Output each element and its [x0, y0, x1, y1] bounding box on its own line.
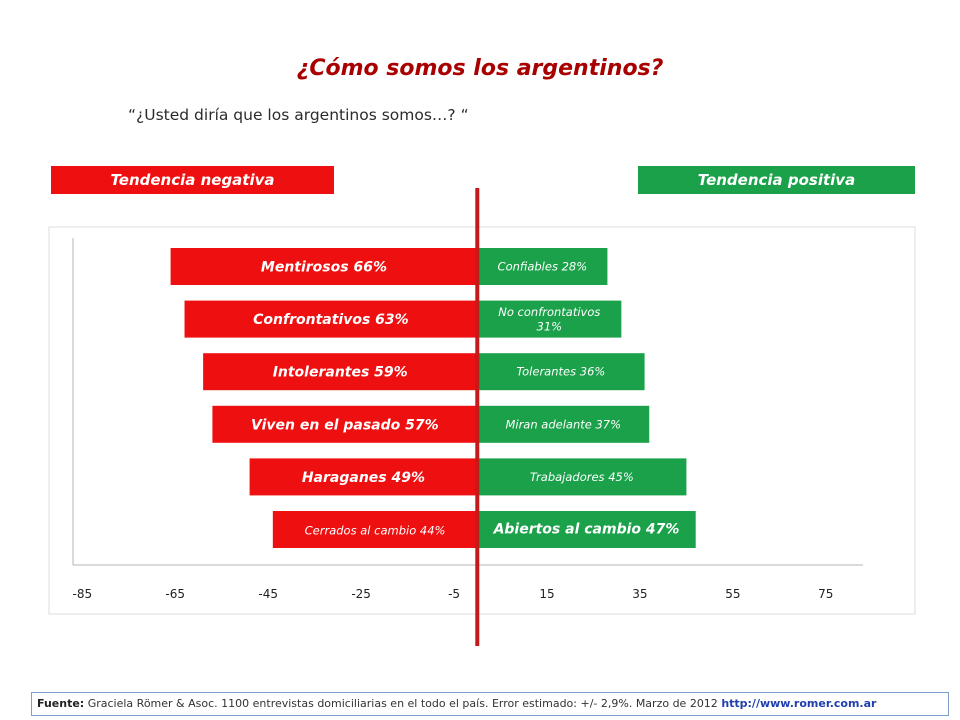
x-tick-label: 55	[725, 587, 740, 601]
negative-bar-label: Haraganes 49%	[302, 470, 425, 486]
footer-url-link[interactable]: http://www.romer.com.ar	[721, 697, 877, 710]
negative-bar-label: Viven en el pasado 57%	[251, 417, 439, 433]
positive-bar	[477, 458, 687, 496]
x-tick-label: -65	[165, 587, 185, 601]
positive-bar	[477, 353, 645, 391]
negative-bar-label: Intolerantes 59%	[273, 365, 408, 381]
positive-bar	[477, 405, 650, 443]
x-tick-label: -85	[72, 587, 92, 601]
x-tick-label: 15	[539, 587, 554, 601]
survey-question: “¿Usted diría que los argentinos somos…?…	[128, 106, 469, 124]
source-footer: Fuente: Graciela Römer & Asoc. 1100 entr…	[31, 692, 949, 716]
positive-bar-label: 31%	[537, 319, 563, 333]
footer-label: Fuente:	[37, 697, 85, 710]
page-title: ¿Cómo somos los argentinos?	[296, 56, 664, 81]
x-tick-label: 75	[818, 587, 833, 601]
x-tick-label: 35	[632, 587, 647, 601]
negative-bar-label: Confrontativos 63%	[253, 312, 409, 328]
positive-tendency-header: Tendencia positiva	[638, 166, 915, 194]
positive-bar	[477, 300, 622, 338]
negative-bar	[212, 405, 478, 443]
positive-bar-label: Tolerantes 36%	[517, 365, 606, 379]
negative-tendency-header: Tendencia negativa	[51, 166, 334, 194]
positive-bar-label: Confiables 28%	[498, 260, 588, 274]
x-tick-label: -5	[448, 587, 460, 601]
x-tick-label: -45	[258, 587, 278, 601]
negative-bar	[203, 353, 478, 391]
positive-bar-label: Miran adelante 37%	[505, 417, 621, 431]
x-tick-label: -25	[351, 587, 371, 601]
negative-bar-label: Mentirosos 66%	[261, 260, 387, 276]
positive-bar-label: Trabajadores 45%	[530, 470, 634, 484]
diverging-bar-chart: Mentirosos 66% Confiables 28% Confrontativ…	[48, 188, 916, 646]
negative-bar	[272, 511, 478, 548]
positive-bar-label: Abiertos al cambio 47%	[493, 522, 680, 538]
negative-bar	[184, 300, 478, 338]
positive-bar-label: No confrontativos	[498, 305, 600, 319]
negative-bar	[170, 248, 478, 285]
footer-text: Graciela Römer & Asoc. 1100 entrevistas …	[84, 697, 722, 710]
positive-bar	[477, 248, 608, 285]
positive-bar	[477, 511, 696, 548]
negative-bar	[249, 458, 478, 496]
negative-bar-label: Cerrados al cambio 44%	[305, 524, 446, 538]
